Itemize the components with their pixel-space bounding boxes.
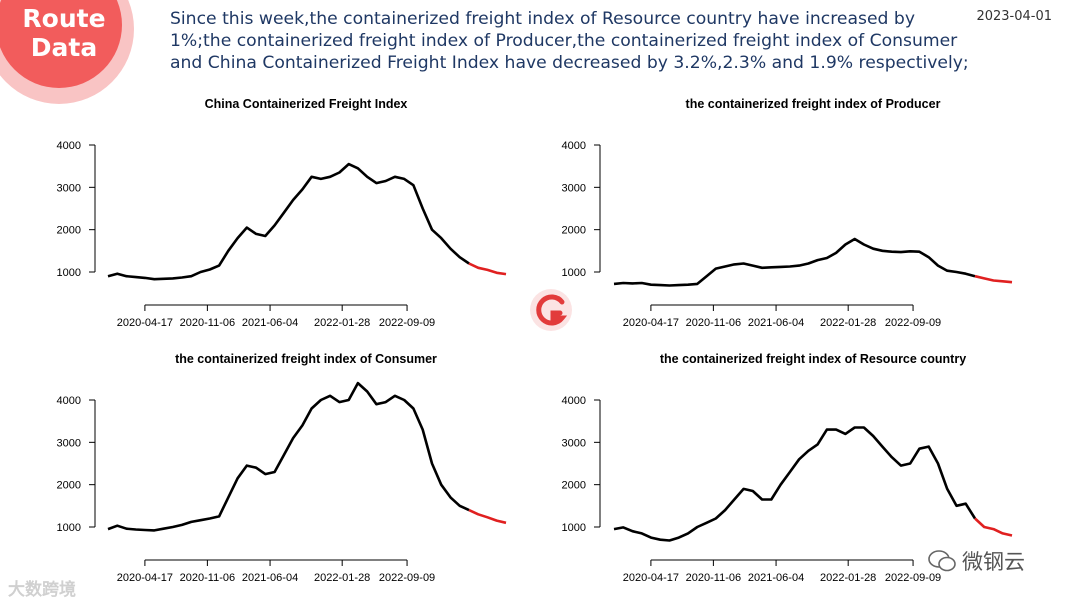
y-tick-label: 4000 [57, 395, 81, 407]
x-tick-label: 2020-11-06 [686, 317, 741, 329]
x-tick-label: 2022-01-28 [314, 572, 370, 584]
x-tick-label: 2022-01-28 [314, 317, 370, 329]
x-tick-label: 2021-06-04 [242, 317, 298, 329]
y-tick-label: 2000 [562, 480, 586, 492]
y-tick-label: 2000 [57, 225, 81, 237]
series-line [613, 237, 976, 287]
x-tick-label: 2020-04-17 [117, 572, 173, 584]
wechat-icon [928, 550, 956, 572]
footer-left-text: 大数跨境 [8, 580, 76, 600]
y-tick-label: 2000 [57, 480, 81, 492]
x-tick-label: 2022-09-09 [379, 317, 435, 329]
footer-watermark-right: 微钢云 [928, 546, 1025, 576]
x-tick-label: 2022-01-28 [820, 317, 876, 329]
brand-logo-icon [530, 289, 572, 331]
footer-right-text: 微钢云 [962, 550, 1025, 574]
series-line [613, 426, 977, 542]
x-tick-label: 2022-01-28 [820, 572, 876, 584]
y-tick-label: 1000 [562, 267, 586, 279]
x-tick-label: 2022-09-09 [379, 572, 435, 584]
y-tick-label: 4000 [562, 395, 586, 407]
series-line [107, 162, 470, 281]
y-tick-label: 1000 [562, 522, 586, 534]
x-tick-label: 2022-09-09 [885, 572, 941, 584]
x-tick-label: 2020-04-17 [623, 317, 679, 329]
y-tick-label: 3000 [57, 437, 81, 449]
headline-summary: Since this week,the containerized freigh… [170, 9, 969, 73]
y-tick-label: 3000 [57, 182, 81, 194]
y-tick-label: 1000 [57, 522, 81, 534]
route-data-badge: Route Data [10, 4, 118, 62]
y-tick-label: 1000 [57, 267, 81, 279]
report-date: 2023-04-01 [976, 9, 1052, 24]
x-tick-label: 2021-06-04 [242, 572, 298, 584]
x-tick-label: 2022-09-09 [885, 317, 941, 329]
series-line-recent [468, 508, 507, 525]
x-tick-label: 2020-11-06 [686, 572, 741, 584]
chart-title: the containerized freight index of Consu… [175, 352, 437, 366]
badge-line-2: Data [30, 33, 98, 62]
series-line-recent [974, 274, 1013, 284]
footer-watermark-left: 大数跨境 [8, 575, 76, 600]
series-line [107, 381, 470, 532]
x-tick-label: 2021-06-04 [748, 317, 804, 329]
y-tick-label: 2000 [562, 225, 586, 237]
y-tick-label: 3000 [562, 437, 586, 449]
y-tick-label: 3000 [562, 182, 586, 194]
chart-title: the containerized freight index of Produ… [686, 97, 941, 111]
x-tick-label: 2020-11-06 [180, 572, 235, 584]
x-tick-label: 2020-11-06 [180, 317, 235, 329]
y-tick-label: 4000 [562, 140, 586, 152]
badge-line-1: Route [22, 4, 106, 33]
chart-title: China Containerized Freight Index [205, 97, 408, 111]
y-tick-label: 4000 [57, 140, 81, 152]
x-tick-label: 2020-04-17 [117, 317, 173, 329]
series-line-recent [974, 517, 1013, 537]
series-line-recent [468, 262, 507, 276]
chart-title: the containerized freight index of Resou… [660, 352, 966, 366]
x-tick-label: 2020-04-17 [623, 572, 679, 584]
x-tick-label: 2021-06-04 [748, 572, 804, 584]
